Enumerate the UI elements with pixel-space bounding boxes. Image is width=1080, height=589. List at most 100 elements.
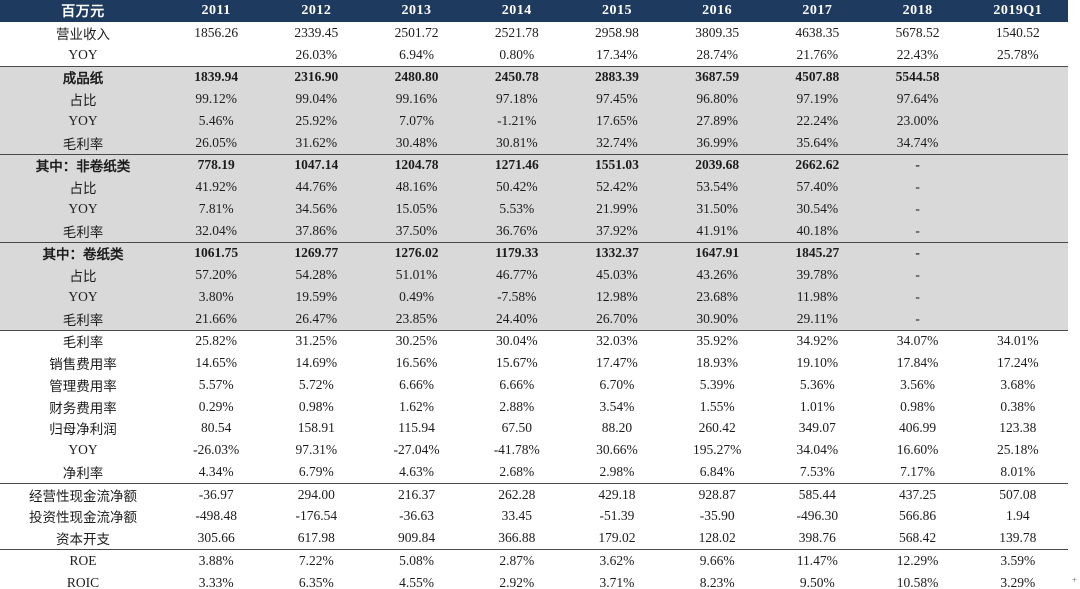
table-cell: -41.78% (493, 442, 540, 458)
table-cell: 3809.35 (695, 24, 740, 40)
table-cell: 366.88 (498, 530, 536, 546)
table-cell: 31.62% (266, 131, 367, 154)
table-cell: 35.92% (667, 329, 768, 353)
table-row: 归母净利润 80.54 158.91 115.94 67.50 88.20 260.42 34… (0, 418, 1068, 440)
table-cell: 2480.80 (366, 65, 467, 89)
table-cell: 35.64% (767, 131, 868, 154)
table-cell: 10.58% (896, 574, 939, 589)
table-cell: 909.84 (397, 530, 436, 546)
table-cell: -35.90 (699, 508, 735, 524)
table-cell: 0.98% (900, 398, 935, 414)
table-cell: -36.63 (399, 508, 434, 524)
header-row: 百万元 2011 2012 2013 2014 2015 2016 2017 2018 2019… (0, 0, 1068, 22)
table-cell: 34.04% (796, 442, 839, 458)
table-cell: 28.74% (696, 46, 738, 62)
table-body: 营业收入 1856.26 2339.45 2501.72 2521.78 2958.98 3… (0, 22, 1068, 589)
table-row: 经营性现金流净额 -36.97 294.00 216.37 262.28 429.18 92… (0, 482, 1068, 506)
table-cell: 1551.03 (566, 153, 668, 177)
table-row: 毛利率 21.66% 26.47% 23.85% 24.40% 26.70% 30.90% 2… (0, 307, 1068, 330)
table-cell: 4507.88 (767, 65, 868, 89)
table-cell: 34.56% (266, 198, 367, 220)
table-cell: 25.18% (997, 442, 1039, 458)
row-label: 经营性现金流净额 (0, 482, 167, 506)
table-cell: 3.68% (1000, 376, 1036, 392)
table-cell: 7.07% (366, 110, 467, 132)
column-header-2019Q1: 2019Q1 (967, 0, 1068, 22)
table-cell: 4.63% (399, 463, 434, 479)
table-cell: 88.20 (601, 420, 633, 436)
row-label: 其中：非卷纸类 (0, 153, 167, 177)
table-cell: -496.30 (796, 508, 839, 524)
table-cell: 67.50 (501, 420, 532, 436)
table-row: 毛利率 25.82% 31.25% 30.25% 30.04% 32.03% 35.92% 3… (0, 329, 1068, 353)
table-row: 毛利率 32.04% 37.86% 37.50% 36.76% 37.92% 41.91% 4… (0, 219, 1068, 242)
table-cell: 2.98% (599, 463, 635, 479)
table-row: 资本开支 305.66 617.98 909.84 366.88 179.02 128.02… (0, 527, 1068, 549)
table-cell: 14.69% (295, 355, 338, 371)
table-cell: 0.29% (198, 398, 234, 414)
table-cell: 3.59% (967, 548, 1068, 572)
table-cell: 1332.37 (566, 241, 668, 265)
table-row: 管理费用率 5.57% 5.72% 6.66% 6.66% 6.70% 5.39% 5.36%… (0, 374, 1068, 396)
table-cell: 585.44 (767, 482, 868, 506)
table-cell: 128.02 (698, 530, 736, 546)
column-header-2011: 2011 (166, 0, 267, 22)
table-cell: 21.99% (566, 198, 668, 220)
table-cell: 260.42 (698, 420, 736, 436)
table-cell (967, 153, 1068, 177)
table-cell: 22.24% (767, 110, 868, 132)
table-cell: 2316.90 (266, 65, 367, 89)
table-cell (967, 110, 1068, 132)
table-cell: 406.99 (899, 420, 937, 436)
table-cell: 1.62% (399, 398, 434, 414)
row-label: 归母净利润 (49, 422, 117, 438)
table-cell: 2339.45 (294, 24, 339, 40)
table-cell: 57.20% (166, 264, 267, 286)
table-cell: 31.50% (667, 198, 768, 220)
table-cell: 6.79% (298, 463, 334, 479)
table-cell: 1276.02 (366, 241, 467, 265)
table-cell: 27.89% (667, 110, 768, 132)
table-cell (967, 307, 1068, 330)
table-cell: 39.78% (767, 264, 868, 286)
table-cell: 2.87% (466, 548, 567, 572)
table-cell: 11.47% (767, 548, 868, 572)
table-cell: 3.29% (1000, 574, 1036, 589)
table-cell: 5544.58 (867, 65, 968, 89)
table-cell (967, 65, 1068, 89)
table-cell (967, 88, 1068, 110)
table-cell: 617.98 (297, 530, 335, 546)
table-cell: 96.80% (667, 88, 768, 110)
row-label: 占比 (0, 88, 167, 110)
table-cell: 97.45% (566, 88, 668, 110)
table-cell: 30.04% (466, 329, 567, 353)
table-cell: 568.42 (899, 530, 937, 546)
table-cell (967, 286, 1068, 308)
table-row: 净利率 4.34% 6.79% 4.63% 2.68% 2.98% 6.84% 7.53% 7.… (0, 461, 1068, 483)
table-cell (967, 131, 1068, 154)
cursor-artifact: + (1071, 575, 1077, 585)
table-cell: 2958.98 (595, 24, 639, 40)
table-cell (967, 264, 1068, 286)
table-cell: 31.25% (266, 329, 367, 353)
table-cell: 507.08 (967, 482, 1068, 506)
table-cell: 15.67% (495, 355, 538, 371)
row-label: 毛利率 (0, 131, 167, 154)
table-cell: 349.07 (798, 420, 836, 436)
table-cell: 1839.94 (166, 65, 267, 89)
table-cell: 32.04% (166, 219, 267, 242)
table-cell: 1540.52 (995, 24, 1040, 40)
table-cell: 429.18 (566, 482, 668, 506)
table-cell: -27.04% (393, 442, 440, 458)
table-cell: 34.07% (867, 329, 968, 353)
table-cell: 2883.39 (566, 65, 668, 89)
table-cell: 7.22% (266, 548, 367, 572)
table-cell: 6.70% (599, 376, 635, 392)
table-cell: 2501.72 (394, 24, 439, 40)
table-cell: 8.01% (1000, 463, 1036, 479)
table-cell: 97.18% (466, 88, 567, 110)
table-cell: 50.42% (466, 176, 567, 198)
table-cell: 5.39% (699, 376, 735, 392)
table-cell: 44.76% (266, 176, 367, 198)
table-row: YOY 26.03% 6.94% 0.80% 17.34% 28.74% 21.76% 22.… (0, 44, 1068, 66)
